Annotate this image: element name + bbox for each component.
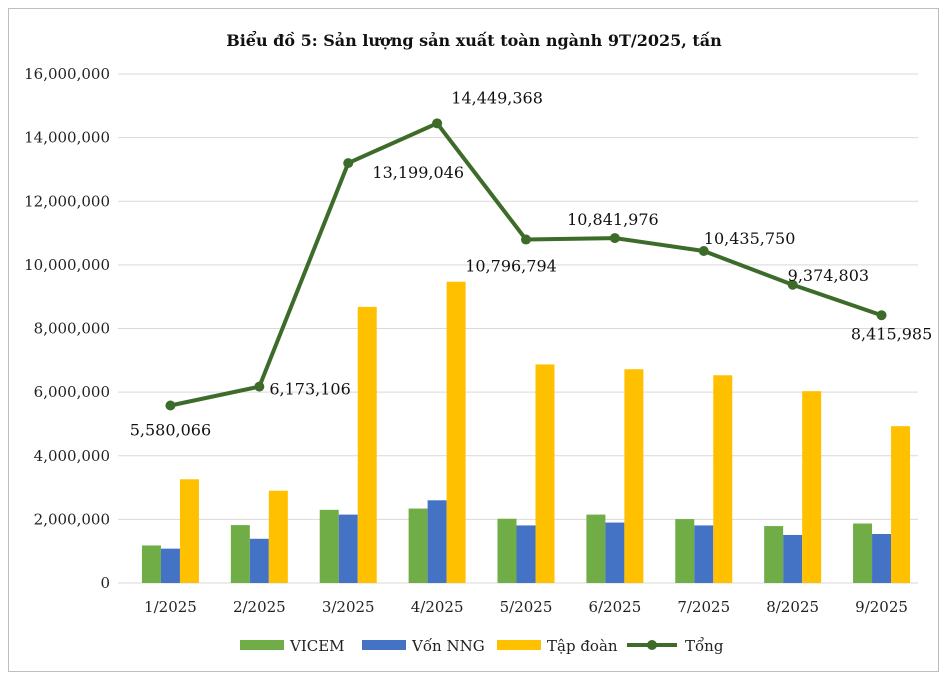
bar-vốn-nng [338,514,358,583]
legend-swatch [362,640,406,650]
point-tong [254,381,265,392]
legend-label: Vốn NNG [411,637,485,655]
bar-vốn-nng [160,548,180,583]
point-tong [432,118,443,129]
bar-tập-đoàn [357,306,377,583]
data-label: 14,449,368 [451,88,543,107]
point-tong [343,158,354,169]
y-tick-label: 8,000,000 [34,320,110,338]
x-tick-label: 9/2025 [855,598,908,616]
bar-vốn-nng [249,538,269,583]
x-tick-label: 3/2025 [322,598,375,616]
y-tick-label: 10,000,000 [24,256,110,274]
bar-vicem [141,545,161,583]
y-tick-label: 14,000,000 [24,129,110,147]
legend-label: VICEM [289,637,345,655]
x-tick-label: 1/2025 [144,598,197,616]
data-label: 9,374,803 [788,266,869,285]
x-tick-label: 5/2025 [500,598,553,616]
chart-frame [8,8,939,672]
x-tick-label: 2/2025 [233,598,286,616]
bar-vicem [497,518,517,583]
bar-vốn-nng [427,500,447,583]
point-tong [876,310,887,321]
data-label: 8,415,985 [851,324,932,343]
bar-tập-đoàn [179,479,199,583]
bar-vicem [586,514,606,583]
data-label: 6,173,106 [269,380,350,399]
x-tick-label: 6/2025 [588,598,641,616]
bar-tập-đoàn [802,391,822,583]
bar-tập-đoàn [268,490,288,583]
legend-swatch [240,640,284,650]
y-tick-label: 6,000,000 [34,383,110,401]
x-tick-label: 7/2025 [677,598,730,616]
y-tick-label: 4,000,000 [34,447,110,465]
bar-vốn-nng [605,522,625,583]
bar-vicem [764,526,784,583]
bar-tập-đoàn [624,369,644,583]
bar-vốn-nng [872,534,892,583]
x-tick-label: 8/2025 [766,598,819,616]
bar-vicem [319,509,339,583]
x-tick-label: 4/2025 [411,598,464,616]
data-label: 13,199,046 [372,163,464,182]
chart-title: Biểu đồ 5: Sản lượng sản xuất toàn ngành… [226,29,722,50]
point-tong [609,233,620,244]
y-tick-label: 16,000,000 [24,65,110,83]
bar-vốn-nng [516,525,536,583]
bar-vốn-nng [694,525,714,583]
data-label: 10,841,976 [567,210,659,229]
legend-swatch [497,640,541,650]
legend-label: Tập đoàn [547,637,618,655]
bar-tập-đoàn [713,375,733,583]
data-label: 10,796,794 [465,257,557,276]
y-tick-label: 2,000,000 [34,510,110,528]
bar-tập-đoàn [446,281,466,583]
bar-vốn-nng [783,534,803,583]
y-tick-label: 12,000,000 [24,192,110,210]
y-tick-label: 0 [100,574,110,592]
bar-tập-đoàn [535,364,555,583]
data-label: 5,580,066 [130,420,211,439]
legend-label: Tổng [685,637,724,655]
bar-vicem [853,523,873,583]
legend-marker [647,640,657,650]
point-tong [165,400,176,411]
bar-vicem [230,525,250,583]
point-tong [698,246,709,257]
bar-vicem [408,508,428,583]
point-tong [521,234,531,245]
bar-tập-đoàn [891,426,911,583]
bar-vicem [675,519,695,583]
point-tong [787,279,798,290]
data-label: 10,435,750 [704,229,796,248]
